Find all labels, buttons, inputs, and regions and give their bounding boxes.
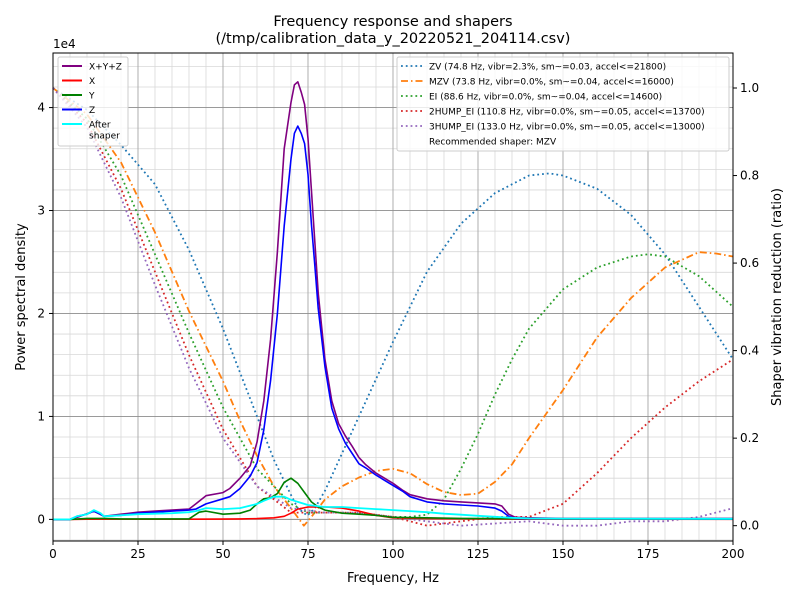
y-offset-text: 1e4 (53, 37, 76, 51)
y2-tick-label: 0.6 (740, 256, 759, 270)
y2-tick-label: 0.2 (740, 431, 759, 445)
x-tick-label: 175 (637, 547, 660, 561)
psd-legend-label: After (89, 121, 111, 131)
x-tick-label: 75 (300, 547, 315, 561)
y-tick-label: 0 (37, 512, 45, 526)
recommended-shaper-text: Recommended shaper: MZV (429, 138, 557, 148)
shaper-legend-label: MZV (73.8 Hz, vibr=0.0%, sm~=0.04, accel… (429, 78, 674, 88)
y-tick-label: 1 (37, 409, 45, 423)
shaper-legend: ZV (74.8 Hz, vibr=2.3%, sm~=0.03, accel<… (397, 57, 729, 151)
y2-tick-label: 0.0 (740, 519, 759, 533)
y2-axis-label: Shaper vibration reduction (ratio) (770, 188, 785, 406)
shaper-legend-label: EI (88.6 Hz, vibr=0.0%, sm~=0.04, accel<… (429, 93, 662, 103)
psd-legend-label: Y (88, 92, 95, 102)
y2-tick-label: 0.4 (740, 344, 759, 358)
x-tick-label: 200 (722, 547, 745, 561)
x-tick-label: 0 (49, 547, 57, 561)
shaper-legend-label: ZV (74.8 Hz, vibr=2.3%, sm~=0.03, accel<… (429, 63, 666, 73)
y-tick-label: 2 (37, 306, 45, 320)
y-tick-label: 3 (37, 204, 45, 218)
x-tick-label: 100 (382, 547, 405, 561)
psd-legend-label: X (89, 77, 95, 87)
x-tick-label: 125 (467, 547, 490, 561)
y2-tick-label: 1.0 (740, 81, 759, 95)
x-tick-label: 50 (215, 547, 230, 561)
chart-title: Frequency response and shapers (273, 14, 512, 30)
y-tick-label: 4 (37, 101, 45, 115)
x-axis-label: Frequency, Hz (347, 571, 439, 586)
psd-legend-label: X+Y+Z (89, 63, 122, 73)
y2-tick-label: 0.8 (740, 169, 759, 183)
psd-legend-label: shaper (89, 132, 120, 142)
shaper-legend-label: 2HUMP_EI (110.8 Hz, vibr=0.0%, sm~=0.05,… (429, 108, 705, 118)
x-tick-label: 150 (552, 547, 575, 561)
psd-legend-label: Z (89, 106, 95, 116)
chart-subtitle: (/tmp/calibration_data_y_20220521_204114… (216, 31, 571, 47)
shaper-legend-label: 3HUMP_EI (133.0 Hz, vibr=0.0%, sm~=0.05,… (429, 123, 705, 133)
y-axis-label: Power spectral density (14, 223, 29, 371)
x-tick-label: 25 (130, 547, 145, 561)
